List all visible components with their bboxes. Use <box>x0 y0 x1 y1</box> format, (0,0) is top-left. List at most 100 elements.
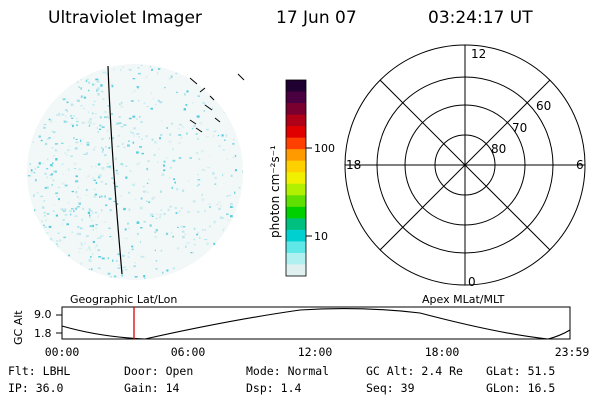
speckle-pixel <box>96 88 100 91</box>
speckle-pixel <box>178 134 182 136</box>
speckle-pixel <box>61 113 63 115</box>
speckle-pixel <box>102 71 105 74</box>
speckle-pixel <box>81 159 83 161</box>
speckle-pixel <box>75 207 78 210</box>
speckle-pixel <box>206 136 209 138</box>
speckle-pixel <box>72 104 75 106</box>
speckle-pixel <box>122 66 124 68</box>
speckle-pixel <box>121 274 123 277</box>
speckle-pixel <box>196 137 200 140</box>
speckle-pixel <box>206 242 209 245</box>
speckle-pixel <box>85 249 88 251</box>
speckle-pixel <box>222 173 224 177</box>
speckle-pixel <box>140 227 143 229</box>
speckle-pixel <box>173 178 175 180</box>
speckle-pixel <box>157 161 159 164</box>
speckle-pixel <box>69 149 71 151</box>
speckle-pixel <box>114 158 117 160</box>
speckle-pixel <box>90 165 93 168</box>
speckle-pixel <box>213 130 217 132</box>
speckle-pixel <box>160 249 163 252</box>
speckle-pixel <box>83 96 86 99</box>
speckle-pixel <box>68 146 71 148</box>
speckle-pixel <box>150 92 152 95</box>
speckle-pixel <box>163 164 165 167</box>
speckle-pixel <box>214 176 217 180</box>
speckle-pixel <box>127 256 130 258</box>
colorbar-swatch <box>286 218 306 231</box>
speckle-pixel <box>171 186 174 189</box>
speckle-pixel <box>213 220 216 224</box>
speckle-pixel <box>140 197 143 200</box>
speckle-pixel <box>60 208 64 210</box>
speckle-pixel <box>196 185 198 187</box>
speckle-pixel <box>73 115 75 117</box>
speckle-pixel <box>132 141 135 144</box>
speckle-pixel <box>71 117 74 119</box>
speckle-pixel <box>52 210 55 213</box>
speckle-pixel <box>188 180 190 182</box>
speckle-pixel <box>149 224 152 227</box>
speckle-pixel <box>212 107 214 110</box>
speckle-pixel <box>166 269 169 272</box>
speckle-pixel <box>34 167 36 170</box>
speckle-pixel <box>61 142 64 144</box>
speckle-pixel <box>169 205 172 208</box>
speckle-pixel <box>56 114 59 116</box>
speckle-pixel <box>50 177 53 179</box>
speckle-pixel <box>123 146 126 148</box>
speckle-pixel <box>52 162 54 164</box>
speckle-pixel <box>93 148 95 151</box>
info-mode: Mode: Normal <box>246 364 330 378</box>
speckle-pixel <box>183 108 186 111</box>
speckle-pixel <box>232 156 236 158</box>
speckle-pixel <box>193 238 195 241</box>
speckle-pixel <box>64 98 67 100</box>
time-readout: 03:24:17 UT <box>428 8 533 28</box>
speckle-pixel <box>68 168 70 171</box>
speckle-pixel <box>99 128 102 130</box>
speckle-pixel <box>100 181 104 183</box>
speckle-pixel <box>154 231 157 233</box>
speckle-pixel <box>133 134 135 137</box>
speckle-pixel <box>35 179 37 182</box>
uv-intensity-speckle <box>27 64 243 280</box>
speckle-pixel <box>41 220 43 223</box>
speckle-pixel <box>145 200 148 202</box>
speckle-pixel <box>120 68 122 71</box>
colorbar-swatch <box>286 137 306 150</box>
speckle-pixel <box>133 90 137 92</box>
speckle-pixel <box>116 260 118 262</box>
speckle-pixel <box>101 126 105 128</box>
speckle-pixel <box>85 152 88 155</box>
speckle-pixel <box>129 266 131 268</box>
speckle-pixel <box>61 182 65 185</box>
speckle-pixel <box>78 202 81 205</box>
speckle-pixel <box>36 192 40 194</box>
speckle-pixel <box>99 195 101 198</box>
speckle-pixel <box>104 116 107 118</box>
speckle-pixel <box>141 138 143 141</box>
speckle-pixel <box>92 103 95 106</box>
speckle-pixel <box>140 121 143 123</box>
speckle-pixel <box>97 93 100 95</box>
speckle-pixel <box>89 214 91 217</box>
speckle-pixel <box>159 137 161 140</box>
speckle-pixel <box>218 207 221 210</box>
speckle-pixel <box>95 227 97 229</box>
speckle-pixel <box>128 252 130 254</box>
speckle-pixel <box>43 200 46 202</box>
speckle-pixel <box>197 231 199 234</box>
speckle-pixel <box>99 124 102 127</box>
speckle-pixel <box>80 95 83 98</box>
speckle-pixel <box>197 179 201 181</box>
speckle-pixel <box>96 87 100 89</box>
speckle-pixel <box>98 256 102 258</box>
speckle-pixel <box>192 251 194 254</box>
speckle-pixel <box>160 209 163 211</box>
speckle-pixel <box>102 98 105 100</box>
speckle-pixel <box>232 206 234 208</box>
speckle-pixel <box>49 238 51 240</box>
speckle-pixel <box>102 148 104 151</box>
date-readout: 17 Jun 07 <box>276 8 357 28</box>
